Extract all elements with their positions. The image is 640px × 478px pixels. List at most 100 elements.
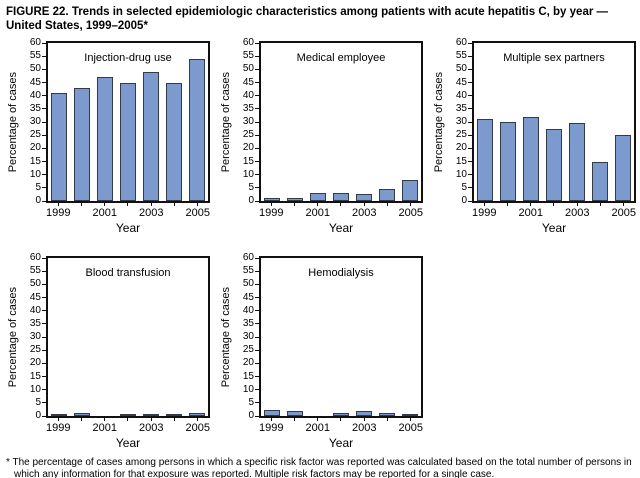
y-tick: 10 [243,384,259,395]
y-tick: 50 [243,64,259,74]
bar [591,161,608,201]
y-tick-label: 35 [242,317,254,329]
y-tick-label: 25 [29,344,41,356]
figure-title: FIGURE 22. Trends in selected epidemiolo… [6,6,609,32]
y-axis-label: Percentage of cases [6,256,20,418]
x-tick: 1999 [259,418,283,435]
chart-medical-employee: Percentage of cases 60 55 50 45 40 35 30 25 20 15… [219,38,423,235]
bar-slot [352,43,375,201]
x-tick-mark [150,203,152,206]
y-tick-label: 10 [242,168,254,180]
y-tick-mark [255,323,259,325]
y-tick-mark [42,187,46,189]
y-tick: 50 [243,279,259,289]
chart-injection-drug-use: Percentage of cases 60 55 50 45 40 35 30 25 20 15… [6,37,210,235]
y-tick-label: 60 [242,252,254,263]
y-tick-mark [468,147,472,149]
y-tick-mark [255,362,259,364]
bar [165,414,182,416]
bar-slot [162,43,185,201]
y-axis-label: Percentage of cases [219,41,233,203]
y-tick-mark [42,376,46,377]
y-tick-mark [42,174,46,176]
y-tick: 55 [30,51,46,61]
y-tick-label: 0 [248,410,254,421]
bar [264,198,281,201]
y-axis: 60 55 50 45 40 35 30 25 20 15 10 5 0 [20,253,46,421]
y-tick-mark [42,270,46,272]
x-tick: 2003 [565,203,589,220]
y-tick-label: 60 [29,37,41,48]
figure-footnote: * The percentage of cases among persons … [6,457,632,478]
x-tick-mark [317,203,319,206]
x-tick [117,203,139,220]
x-tick [496,203,518,220]
y-tick: 30 [243,117,259,127]
y-tick-label: 20 [242,142,254,154]
y-tick: 60 [30,253,46,263]
x-tick-mark [173,203,175,206]
y-tick: 40 [29,89,46,101]
x-tick-mark [197,203,199,206]
y-tick-mark [468,121,472,123]
bar-slot [48,43,71,201]
bar [188,58,205,201]
bar-slot [139,43,162,201]
bar [401,414,418,416]
bar [97,77,114,201]
y-tick: 35 [242,317,259,329]
bar-slot [330,258,353,416]
y-tick-mark [255,68,259,70]
x-tick-mark [599,203,601,206]
y-tick-mark [468,174,472,176]
y-tick-label: 40 [455,89,467,101]
y-tick-label: 50 [29,63,41,75]
x-tick-mark [386,203,388,206]
y-tick-mark [42,82,46,83]
x-tick-label: 1999 [46,422,71,434]
x-tick: 2001 [93,203,117,220]
y-axis-label: Percentage of cases [6,41,20,203]
y-tick-label: 5 [35,396,41,408]
y-axis: 60 55 50 45 40 35 30 25 20 15 10 5 0 [20,37,46,206]
y-tick-mark [255,200,259,202]
x-tick-label: 2001 [305,422,330,434]
x-tick-mark [197,418,199,421]
x-tick-label: 1999 [259,207,284,219]
y-tick-mark [255,55,259,57]
y-tick-mark [42,297,46,298]
x-tick-label: 1999 [472,207,497,219]
y-tick: 5 [35,396,46,408]
x-tick-label: 2003 [352,422,377,434]
y-tick-mark [42,147,46,149]
plot-title: Blood transfusion [85,267,171,279]
y-tick-mark [468,108,472,110]
x-tick-mark [410,203,412,206]
y-tick: 30 [243,332,259,342]
plot-column: Blood transfusion 1999 2001 2003 2005 Year [46,256,210,450]
x-tick-mark [553,203,555,206]
plot-column: Medical employee 1999 2001 2003 2005 Year [259,41,423,235]
y-tick-label: 45 [29,291,41,303]
y-tick: 40 [243,305,259,316]
y-tick-mark [42,257,46,259]
x-tick-label: 2005 [185,422,210,434]
y-tick: 45 [30,77,46,88]
x-tick-mark [80,418,82,421]
y-tick-label: 10 [29,168,41,180]
y-tick: 20 [243,358,259,368]
x-axis-label: Year [328,436,354,450]
y-tick: 55 [456,51,472,61]
y-tick-label: 30 [242,331,254,342]
y-tick: 50 [30,64,46,74]
x-tick: 2001 [519,203,543,220]
x-tick [283,418,305,435]
y-tick-mark [468,161,472,162]
bar [165,82,182,201]
y-tick-label: 40 [242,89,254,101]
x-tick-mark [386,418,388,421]
y-tick-label: 40 [29,89,41,101]
y-tick: 25 [243,345,259,355]
bar-slot [565,43,588,201]
x-tick: 2003 [352,418,376,435]
